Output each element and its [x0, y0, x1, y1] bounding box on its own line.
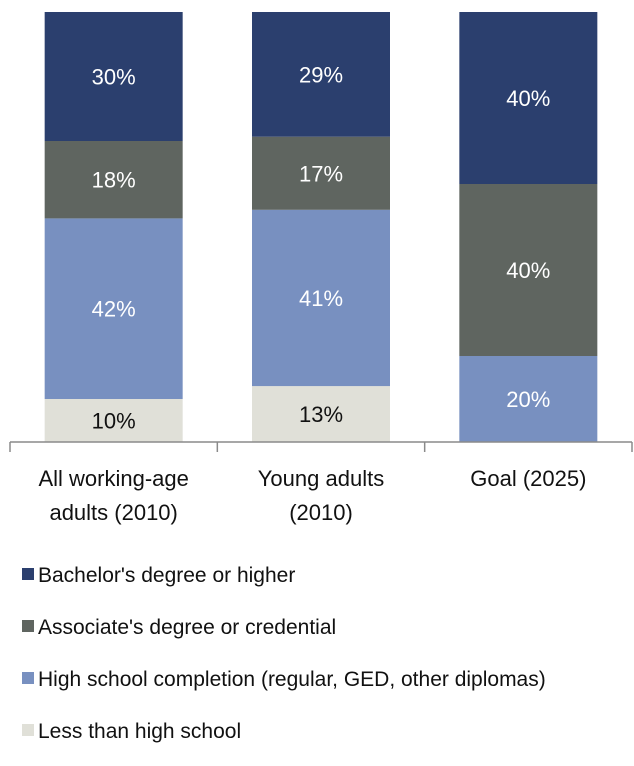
data-label: 42% [92, 297, 136, 322]
bar-segment [252, 136, 390, 210]
legend-swatch [22, 724, 34, 737]
bar-segment [44, 399, 183, 442]
bar-segment [44, 218, 183, 399]
data-label: 18% [92, 168, 136, 193]
legend: Bachelor's degree or higher Associate's d… [22, 558, 546, 766]
bar-segment [252, 386, 390, 442]
legend-label: Bachelor's degree or higher [38, 564, 296, 587]
legend-swatch [22, 620, 34, 633]
legend-label: Associate's degree or credential [38, 616, 337, 639]
data-label: 41% [299, 286, 343, 311]
legend-label: High school completion (regular, GED, ot… [38, 668, 546, 691]
legend-swatch [22, 672, 34, 685]
category-label: Young adults [258, 466, 384, 491]
category-label: (2010) [289, 500, 353, 525]
bar-segment [44, 12, 183, 141]
legend-item: Less than high school [22, 714, 546, 766]
data-label: 13% [299, 402, 343, 427]
legend-item: High school completion (regular, GED, ot… [22, 662, 546, 714]
legend-swatch [22, 568, 34, 581]
data-label: 10% [92, 409, 136, 434]
bar-segment [459, 12, 598, 184]
category-labels: All working-age adults (2010) Young adults… [38, 466, 586, 525]
x-axis [9, 441, 633, 452]
data-label: 17% [299, 161, 343, 186]
data-label: 20% [506, 387, 550, 412]
legend-item: Bachelor's degree or higher [22, 558, 546, 610]
category-label: Goal (2025) [470, 466, 586, 491]
legend-item: Associate's degree or credential [22, 610, 546, 662]
bars-group: 10% 42% 18% 30% 13% 41% 17% 29% 20% 40% 40% [44, 12, 598, 442]
data-label: 40% [506, 86, 550, 111]
stacked-bar-chart: 10% 42% 18% 30% 13% 41% 17% 29% 20% 40% 40% All wo… [9, 12, 633, 525]
category-label: All working-age [38, 466, 188, 491]
bar-segment [459, 184, 598, 356]
bar-segment [44, 141, 183, 219]
bar-segment [252, 209, 390, 387]
category-label: adults (2010) [49, 500, 177, 525]
data-label: 40% [506, 258, 550, 283]
bar-segment [459, 356, 598, 442]
data-label: 30% [92, 65, 136, 90]
legend-label: Less than high school [38, 720, 242, 743]
bar-segment [252, 12, 390, 137]
data-label: 29% [299, 62, 343, 87]
